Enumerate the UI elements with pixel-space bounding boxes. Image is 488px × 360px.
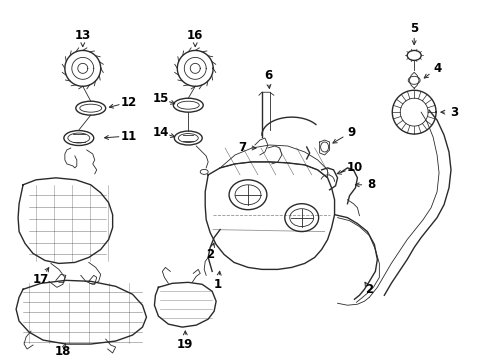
Text: 13: 13 — [75, 29, 91, 42]
Text: 9: 9 — [346, 126, 355, 139]
Text: 14: 14 — [152, 126, 168, 139]
Text: 1: 1 — [214, 278, 222, 291]
Text: 8: 8 — [366, 178, 375, 191]
Text: 3: 3 — [449, 105, 457, 119]
Text: 16: 16 — [187, 29, 203, 42]
Text: 7: 7 — [238, 141, 245, 154]
Text: 10: 10 — [346, 161, 362, 174]
Text: 17: 17 — [33, 273, 49, 286]
Text: 6: 6 — [263, 69, 271, 82]
Text: 12: 12 — [120, 96, 137, 109]
Text: 2: 2 — [205, 248, 214, 261]
Text: 18: 18 — [55, 345, 71, 357]
Text: 15: 15 — [152, 92, 168, 105]
Text: 5: 5 — [409, 22, 417, 35]
Text: 19: 19 — [177, 338, 193, 351]
Text: 11: 11 — [120, 130, 137, 143]
Text: 2: 2 — [365, 283, 373, 296]
Text: 4: 4 — [432, 62, 440, 75]
